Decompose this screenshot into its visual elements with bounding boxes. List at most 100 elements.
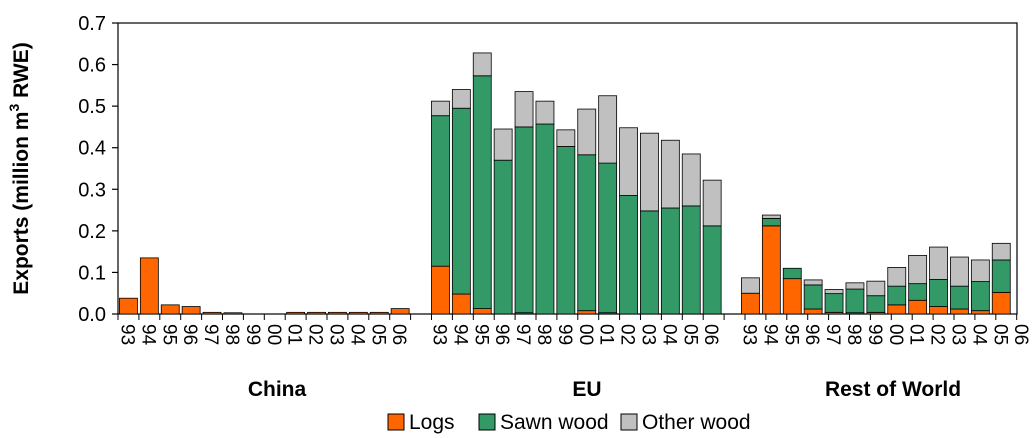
bar-sawn-wood [950, 285, 969, 310]
bar-logs [431, 265, 450, 315]
bar-logs [970, 310, 990, 315]
bar-logs [328, 311, 347, 315]
bar-logs [929, 306, 948, 315]
y-tick-label: 0.4 [78, 138, 106, 160]
x-tick-label: 05 [367, 324, 388, 345]
bar-sawn-wood [472, 75, 492, 309]
x-tick-label: 99 [554, 324, 575, 345]
x-tick-label: 06 [700, 324, 721, 345]
group-label: EU [572, 378, 601, 401]
x-tick-label: 97 [822, 324, 843, 345]
bar-sawn-wood [761, 217, 781, 227]
bar-logs [472, 308, 492, 315]
bar-logs [119, 297, 138, 315]
x-tick-label: 02 [927, 324, 948, 345]
bar-sawn-wood [514, 126, 534, 314]
bar-other-wood [950, 256, 969, 287]
y-axis-label-part: Exports (million m [10, 112, 33, 295]
bar-other-wood [702, 179, 722, 227]
x-tick-label: 00 [885, 324, 906, 345]
bar-logs [181, 306, 201, 315]
bar-sawn-wood [493, 159, 513, 315]
x-tick-label: 96 [491, 324, 512, 345]
x-tick-label: 00 [575, 324, 596, 345]
bar-sawn-wood [702, 225, 722, 315]
bar-other-wood [887, 267, 907, 287]
bar-other-wood [598, 95, 618, 164]
y-tick-label: 0.2 [78, 221, 106, 243]
x-tick-label: 99 [242, 324, 263, 345]
bar-logs [782, 278, 802, 315]
x-tick-label: 94 [759, 324, 780, 346]
x-tick-label: 05 [679, 324, 700, 345]
bar-sawn-wood [991, 259, 1011, 293]
bar-logs [451, 293, 471, 315]
x-tick-label: 95 [780, 324, 801, 345]
bar-other-wood [803, 279, 823, 286]
bar-sawn-wood [970, 281, 990, 312]
bar-other-wood [493, 128, 513, 161]
x-tick-label: 03 [325, 324, 346, 345]
bar-sawn-wood [451, 107, 471, 295]
y-tick-label: 0.7 [78, 13, 106, 35]
x-tick-label: 95 [470, 324, 491, 345]
bar-logs [741, 292, 760, 315]
x-tick-label: 04 [968, 324, 989, 346]
bar-sawn-wood [782, 267, 802, 280]
x-tick-label: 94 [449, 324, 470, 346]
x-tick-label: 94 [137, 324, 158, 346]
bar-other-wood [640, 132, 659, 212]
bar-sawn-wood [845, 288, 865, 314]
bar-other-wood [845, 282, 865, 290]
legend: Logs Sawn wood Other wood [387, 411, 751, 434]
y-tick-label: 0.3 [78, 179, 106, 201]
x-tick-label: 06 [388, 324, 409, 345]
y-tick-label: 0.0 [78, 304, 106, 326]
bar-logs [348, 311, 368, 315]
bar-sawn-wood [803, 284, 823, 310]
y-tick-label: 0.6 [78, 55, 106, 77]
bar-sawn-wood [577, 154, 597, 312]
bar-sawn-wood [431, 115, 450, 267]
y-tick-label: 0.1 [78, 262, 106, 284]
y-tick-label: 0.5 [78, 96, 106, 118]
x-tick-label: 99 [864, 324, 885, 345]
bar-logs [761, 225, 781, 315]
bar-sawn-wood [640, 210, 659, 315]
bar-sawn-wood [929, 279, 948, 307]
bar-other-wood [741, 277, 760, 294]
x-tick-label: 95 [158, 324, 179, 345]
y-axis-label-part: RWE) [10, 42, 33, 103]
bar-sawn-wood [535, 123, 555, 315]
bar-sawn-wood [866, 295, 886, 313]
x-tick-label: 01 [596, 324, 617, 345]
y-axis-label: Exports (million m3 RWE) [6, 42, 33, 294]
bar-logs [202, 311, 222, 315]
bar-other-wood [908, 254, 928, 285]
bar-sawn-wood [887, 285, 907, 306]
bar-sawn-wood [681, 205, 701, 315]
bar-logs [803, 308, 823, 315]
bar-other-wood [619, 127, 638, 196]
bar-other-wood [866, 280, 886, 297]
x-tick-label: 93 [116, 324, 137, 345]
bar-sawn-wood [660, 207, 680, 315]
x-tick-label: 01 [906, 324, 927, 345]
group-label: Rest of World [825, 378, 961, 401]
bar-logs [908, 299, 928, 315]
bar-other-wood [761, 214, 781, 219]
x-tick-label: 04 [346, 324, 367, 346]
plot-area: 0.00.10.20.30.40.50.60.793 94 95 96 97 98 99 00… [78, 13, 1031, 401]
x-tick-label: 00 [263, 324, 284, 345]
bar-logs [950, 308, 969, 315]
bar-sawn-wood [908, 283, 928, 301]
bar-logs [160, 304, 180, 315]
bar-other-wood [970, 259, 990, 282]
bar-other-wood [660, 139, 680, 209]
legend-swatch-other-wood [620, 413, 638, 431]
bar-other-wood [431, 100, 450, 117]
x-tick-label: 97 [200, 324, 221, 345]
x-tick-label: 01 [284, 324, 305, 345]
bar-logs [307, 311, 326, 315]
bar-other-wood [556, 129, 576, 147]
